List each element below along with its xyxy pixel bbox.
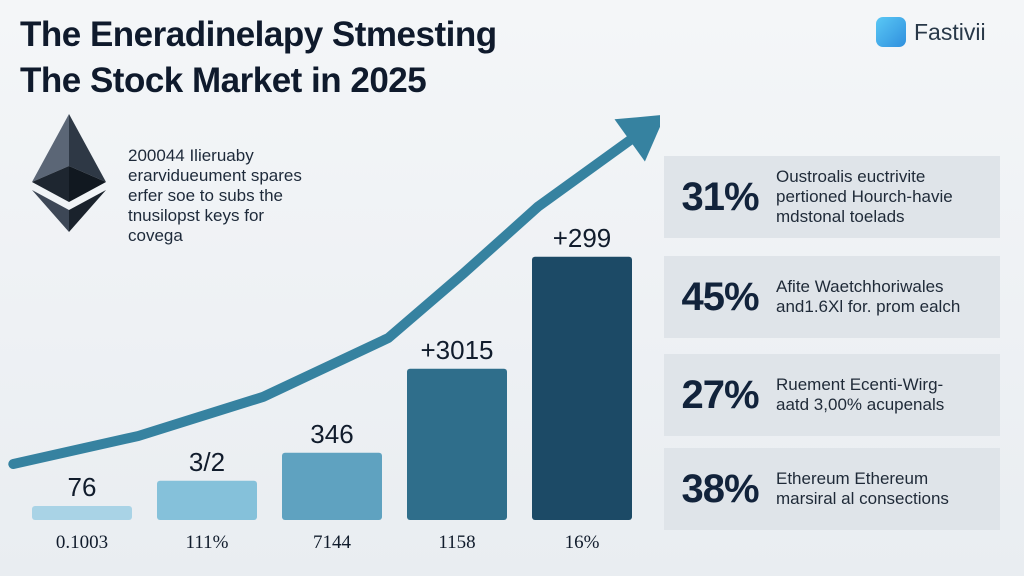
stat-description: Afite Waetchhoriwales and1.6Xl for. prom… (776, 277, 960, 317)
stat-line: pertioned Hourch-havie (776, 187, 953, 206)
title-line-1: The Eneradinelapy Stmesting (20, 15, 497, 54)
trend-arrowhead-icon (614, 115, 660, 162)
bar (282, 452, 382, 520)
stat-description: Ruement Ecenti-Wirg- aatd 3,00% acupenal… (776, 375, 944, 415)
stat-line: mdstonal toelads (776, 207, 905, 226)
bar-chart: 76 0.1003 3/2 111% 346 7144 +3015 1158 +299 16% (8, 115, 660, 553)
blurb-line: 200044 Ilieruaby (128, 146, 254, 165)
ethereum-icon (32, 114, 106, 232)
stat-value: 38% (681, 466, 759, 511)
stat-line: and1.6Xl for. prom ealch (776, 297, 961, 316)
stat-line: Oustroalis euctrivite (776, 167, 926, 186)
bar (532, 256, 632, 520)
category-label: 111% (186, 532, 229, 553)
stat-description: Oustroalis euctrivite pertioned Hourch-h… (776, 167, 953, 227)
brand-logo-icon (876, 17, 906, 47)
stat-line: Afite Waetchhoriwales (776, 277, 944, 296)
bar-data-label: 3/2 (189, 447, 225, 477)
stat-line: Ethereum Ethereum (776, 469, 929, 488)
stat-line: Ruement Ecenti-Wirg- (776, 375, 944, 394)
stat-value: 31% (681, 174, 759, 219)
category-label: 16% (565, 532, 600, 553)
category-label: 1158 (438, 532, 475, 553)
brand-name: Fastivii (914, 18, 986, 45)
blurb-line: covega (128, 226, 183, 245)
bar-data-label: 346 (310, 419, 353, 449)
trend-line (8, 120, 656, 469)
bar-data-label: 76 (68, 472, 97, 502)
stat-value: 45% (681, 274, 759, 319)
stat-card: 38% Ethereum Ethereum marsiral al consec… (664, 448, 1000, 530)
stat-line: aatd 3,00% acupenals (776, 395, 945, 414)
category-label: 7144 (313, 532, 352, 553)
bar-data-label: +3015 (420, 335, 493, 365)
chart-title: The Eneradinelapy Stmesting The Stock Ma… (20, 12, 497, 104)
bar (157, 480, 257, 520)
blurb-line: erfer soe to subs the (128, 186, 283, 205)
bar-data-label: +299 (553, 223, 612, 253)
blurb-line: erarvidueument spares (128, 166, 302, 185)
brand: Fastivii (876, 16, 986, 48)
category-label: 0.1003 (56, 532, 108, 553)
bar (407, 368, 507, 520)
bar (32, 506, 132, 520)
stat-description: Ethereum Ethereum marsiral al consection… (776, 469, 949, 509)
title-line-2: The Stock Market in 2025 (20, 61, 427, 100)
stat-card: 27% Ruement Ecenti-Wirg- aatd 3,00% acup… (664, 354, 1000, 436)
stat-card: 45% Afite Waetchhoriwales and1.6Xl for. … (664, 256, 1000, 338)
stat-value: 27% (681, 372, 759, 417)
stat-card: 31% Oustroalis euctrivite pertioned Hour… (664, 156, 1000, 238)
blurb-line: tnusilopst keys for (128, 206, 265, 225)
intro-blurb: 200044 Ilieruaby erarvidueument spares e… (128, 146, 338, 246)
stat-line: marsiral al consections (776, 489, 949, 508)
